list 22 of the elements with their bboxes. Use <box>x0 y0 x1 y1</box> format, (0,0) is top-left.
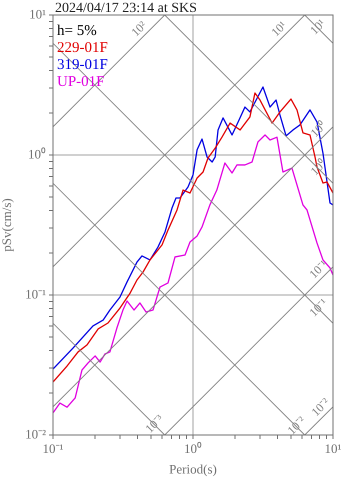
annotation: 10⁻¹ <box>306 257 330 282</box>
annotation: 10⁻¹ <box>306 295 330 320</box>
x-tick-label: 10⁻¹ <box>42 441 64 456</box>
chart-title: 2024/04/17 23:14 at SKS <box>55 1 197 16</box>
x-axis-title: Period(s) <box>169 462 217 477</box>
y-tick-label: 10⁻² <box>25 426 46 442</box>
annotation: 10⁻² <box>284 413 309 438</box>
y-tick-label: 10⁰ <box>28 146 46 162</box>
text: UP-01F <box>57 74 105 90</box>
y-tick-label: 10¹ <box>29 6 46 22</box>
annotation: 10¹ <box>268 18 290 40</box>
annotation: 10⁰ <box>308 118 329 140</box>
annotation: 10⁻³ <box>142 412 166 436</box>
text: 319-01F <box>57 57 108 73</box>
text: 229-01F <box>57 40 108 56</box>
x-tick-label: 10⁰ <box>184 441 202 456</box>
annotation: 10⁻² <box>308 394 332 419</box>
y-axis-title: pSv(cm/s) <box>0 198 14 252</box>
annotation: 10² <box>128 18 150 40</box>
x-tick-label: 10¹ <box>324 441 342 456</box>
annotation: h= 5% <box>57 23 97 39</box>
y-tick-label: 10⁻¹ <box>25 286 46 302</box>
